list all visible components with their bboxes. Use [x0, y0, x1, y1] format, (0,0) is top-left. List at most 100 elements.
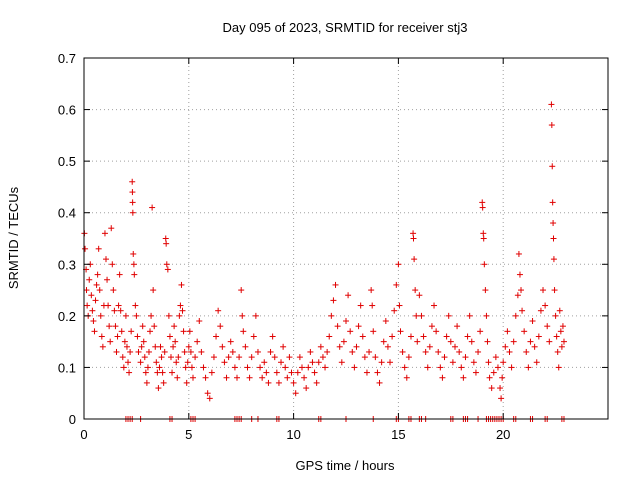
data-point [204, 390, 211, 397]
data-point [484, 338, 491, 345]
data-point [544, 323, 551, 330]
data-point [275, 379, 282, 386]
data-point [150, 287, 157, 294]
data-point [431, 302, 438, 309]
data-point [550, 220, 557, 227]
data-point [115, 302, 122, 309]
data-point [389, 333, 396, 340]
data-point [479, 199, 486, 206]
data-point [554, 348, 561, 355]
data-point [556, 307, 563, 314]
data-point [488, 385, 495, 392]
data-point [553, 333, 560, 340]
data-point [370, 328, 377, 335]
data-point [94, 271, 101, 278]
data-point [107, 338, 114, 345]
x-tick-label: 15 [391, 427, 405, 442]
data-point [361, 354, 368, 361]
data-point [192, 354, 199, 361]
data-point [265, 379, 272, 386]
data-point [179, 307, 186, 314]
data-point [104, 276, 111, 283]
data-point [340, 338, 347, 345]
data-point [512, 312, 519, 319]
data-point [96, 287, 103, 294]
data-point [374, 369, 381, 376]
data-point [152, 343, 159, 350]
data-point [343, 318, 349, 325]
data-point [148, 312, 155, 319]
data-point [551, 287, 558, 294]
data-point [167, 354, 174, 361]
data-point [82, 245, 89, 252]
data-point [535, 333, 542, 340]
data-point [351, 364, 358, 371]
data-point [490, 369, 497, 376]
data-point [172, 338, 179, 345]
data-point [128, 328, 135, 335]
data-point [303, 385, 310, 392]
data-point [486, 374, 493, 381]
data-point [309, 359, 316, 366]
data-point [437, 364, 444, 371]
data-point [508, 364, 515, 371]
data-point [502, 343, 509, 350]
data-point [200, 364, 207, 371]
grid-lines [84, 58, 608, 419]
data-point [443, 333, 450, 340]
data-point [181, 348, 188, 355]
data-point [113, 348, 120, 355]
data-point [294, 369, 301, 376]
x-tick-label: 20 [496, 427, 510, 442]
data-point [317, 343, 324, 350]
y-axis-label: SRMTID / TECUs [6, 186, 21, 289]
data-point [164, 266, 171, 273]
data-point [160, 379, 167, 386]
data-point [552, 312, 559, 319]
data-point [433, 328, 440, 335]
data-point [292, 390, 299, 397]
data-point [263, 369, 270, 376]
data-point [173, 359, 180, 366]
data-point [90, 318, 97, 325]
data-point [158, 354, 165, 361]
data-point [319, 354, 326, 361]
data-point [177, 302, 184, 309]
data-point [451, 343, 458, 350]
data-point [497, 385, 504, 392]
chart-title: Day 095 of 2023, SRMTID for receiver stj… [223, 20, 468, 35]
data-point [171, 323, 178, 330]
data-point [91, 328, 98, 335]
data-point [106, 323, 113, 330]
data-point [359, 333, 366, 340]
data-point [418, 312, 425, 319]
data-point [278, 359, 285, 366]
data-point [133, 312, 140, 319]
axis-ticks: 0 5 10 15 20 0 0.1 0.2 0.3 0.4 0.5 0.6 0.7 [58, 51, 608, 442]
data-point [178, 281, 185, 288]
data-point [472, 369, 479, 376]
data-point [257, 364, 264, 371]
data-point [368, 287, 375, 294]
data-point [403, 374, 410, 381]
data-point [527, 338, 534, 345]
data-point [142, 369, 149, 376]
data-point [165, 312, 172, 319]
data-point [499, 374, 506, 381]
data-point [307, 348, 314, 355]
data-point [196, 318, 203, 325]
data-point [239, 312, 246, 319]
data-point [548, 122, 555, 129]
data-point [159, 369, 166, 376]
data-point [464, 333, 471, 340]
data-point [369, 302, 376, 309]
data-point [485, 359, 492, 366]
data-point [384, 343, 391, 350]
data-point [533, 359, 540, 366]
data-point [130, 261, 137, 268]
data-point [137, 359, 144, 366]
data-point [288, 369, 295, 376]
data-point [129, 178, 136, 185]
data-point [347, 328, 354, 335]
data-point [118, 328, 125, 335]
